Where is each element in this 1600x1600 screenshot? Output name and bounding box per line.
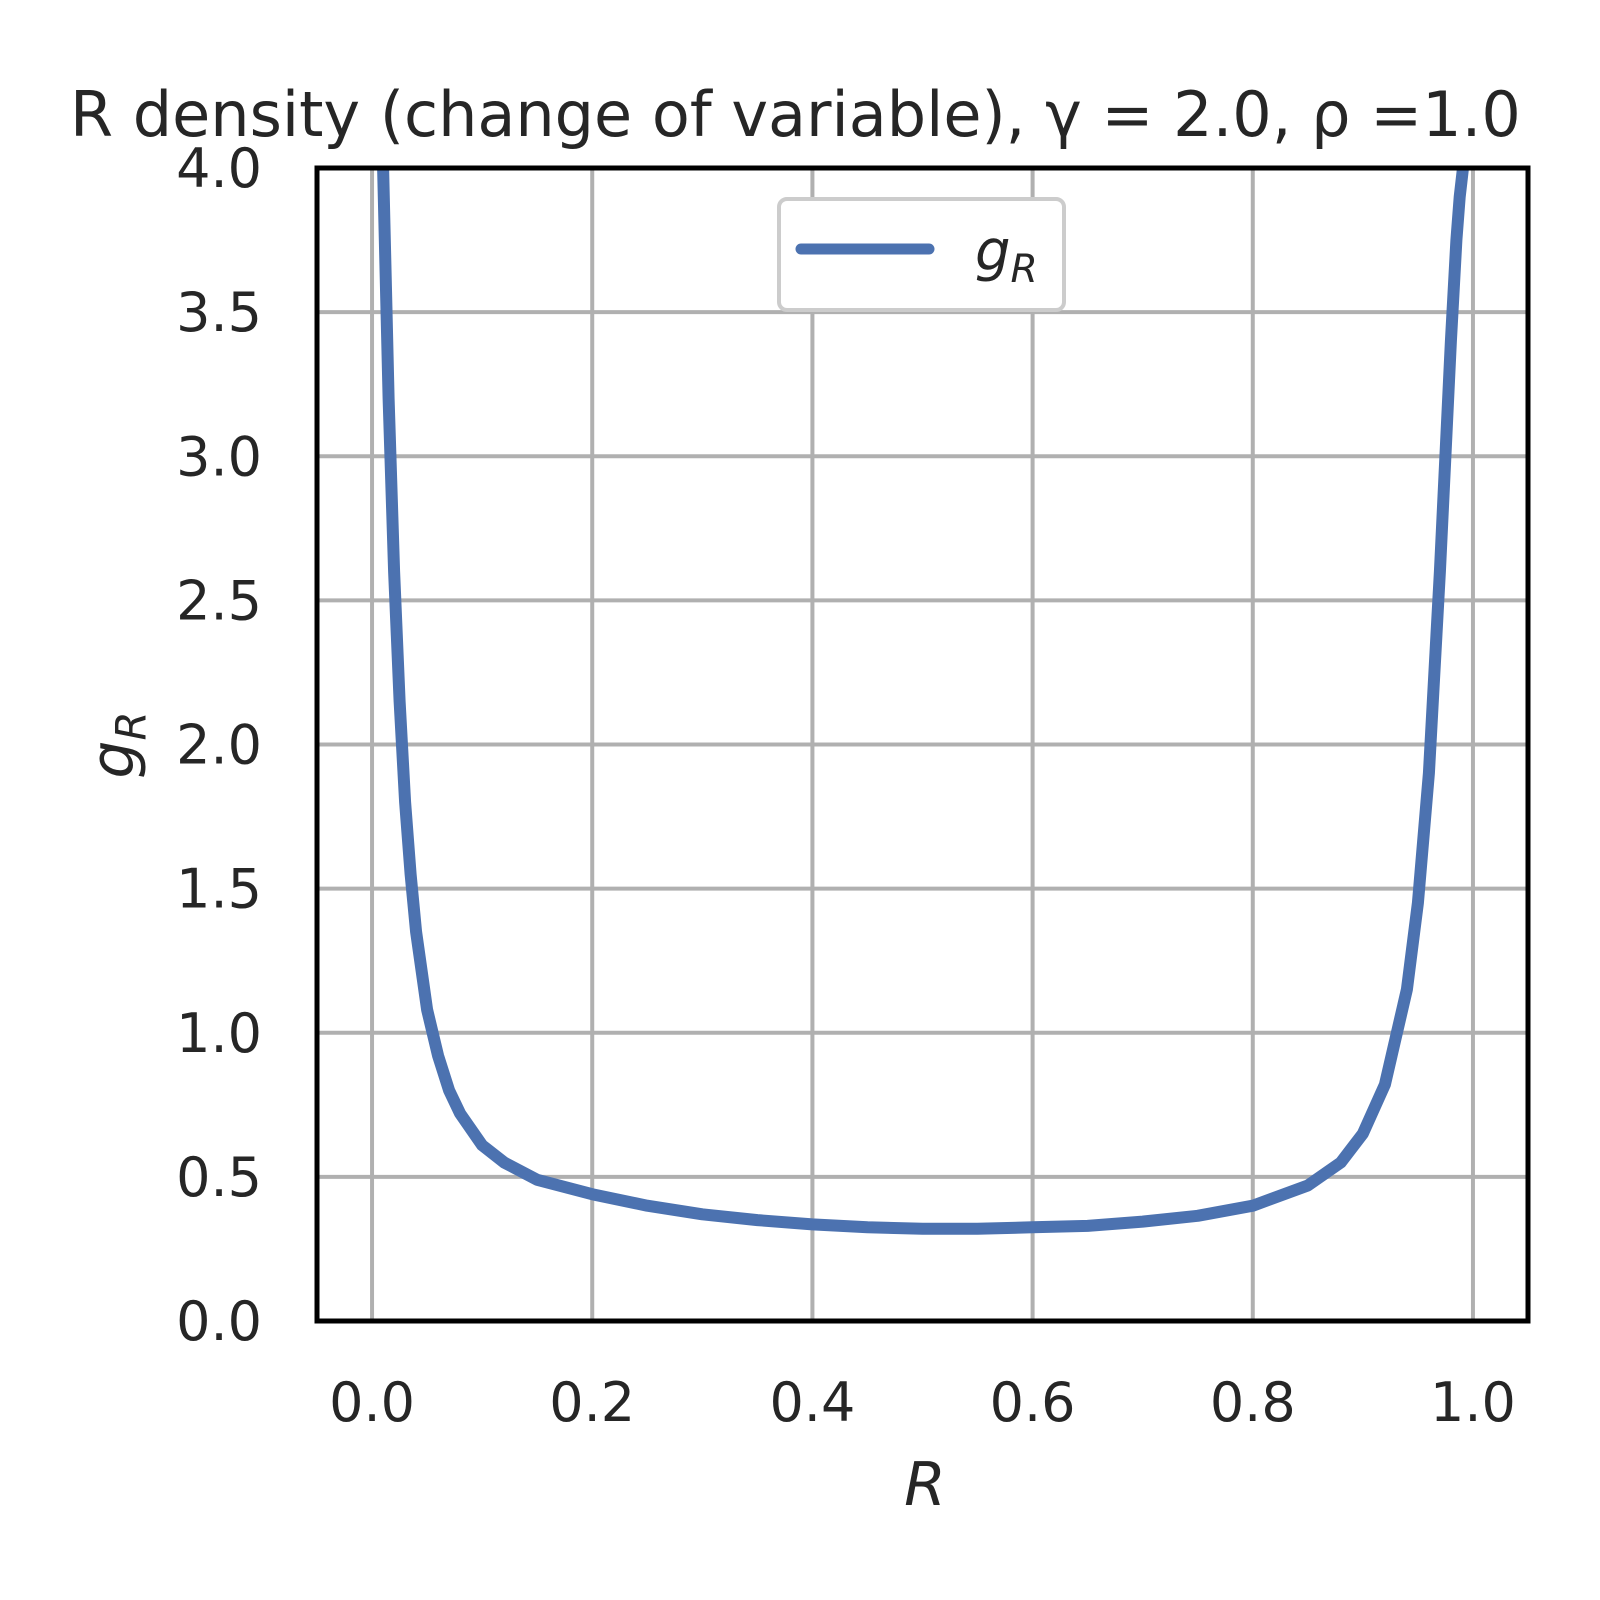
series-group (377, 168, 1469, 1235)
x-tick-label: 0.0 (329, 1371, 415, 1434)
y-tick-label: 0.0 (176, 1290, 262, 1353)
legend: gR (777, 197, 1066, 312)
y-tick-label: 0.5 (176, 1146, 262, 1209)
y-tick-label: 3.5 (176, 281, 262, 344)
x-tick-label: 0.4 (769, 1371, 855, 1434)
x-tick-label: 0.8 (1210, 1371, 1296, 1434)
y-tick-label: 1.0 (176, 1002, 262, 1065)
y-tick-label: 3.0 (176, 425, 262, 488)
chart-title: R density (change of variable), γ = 2.0,… (70, 78, 1521, 151)
grid-lines (317, 166, 1528, 1323)
y-tick-label: 2.5 (176, 569, 262, 632)
y-axis-label: gR (78, 711, 156, 778)
legend-label: gR (975, 219, 1038, 292)
x-axis-label: R (904, 1450, 946, 1520)
series-line-g-r (377, 168, 1469, 1235)
y-tick-label: 2.0 (176, 714, 262, 777)
y-tick-label: 1.5 (176, 858, 262, 921)
plot-frame (314, 165, 1531, 1324)
y-axis-label-text: gR (78, 711, 156, 778)
y-tick-labels: 0.0 0.5 1.0 1.5 2.0 2.5 3.0 3.5 4.0 (176, 137, 262, 1353)
x-tick-label: 1.0 (1430, 1371, 1516, 1434)
y-tick-label: 4.0 (176, 137, 262, 200)
x-tick-label: 0.6 (990, 1371, 1076, 1434)
x-tick-labels: 0.0 0.2 0.4 0.6 0.8 1.0 (329, 1371, 1516, 1434)
x-tick-label: 0.2 (549, 1371, 635, 1434)
